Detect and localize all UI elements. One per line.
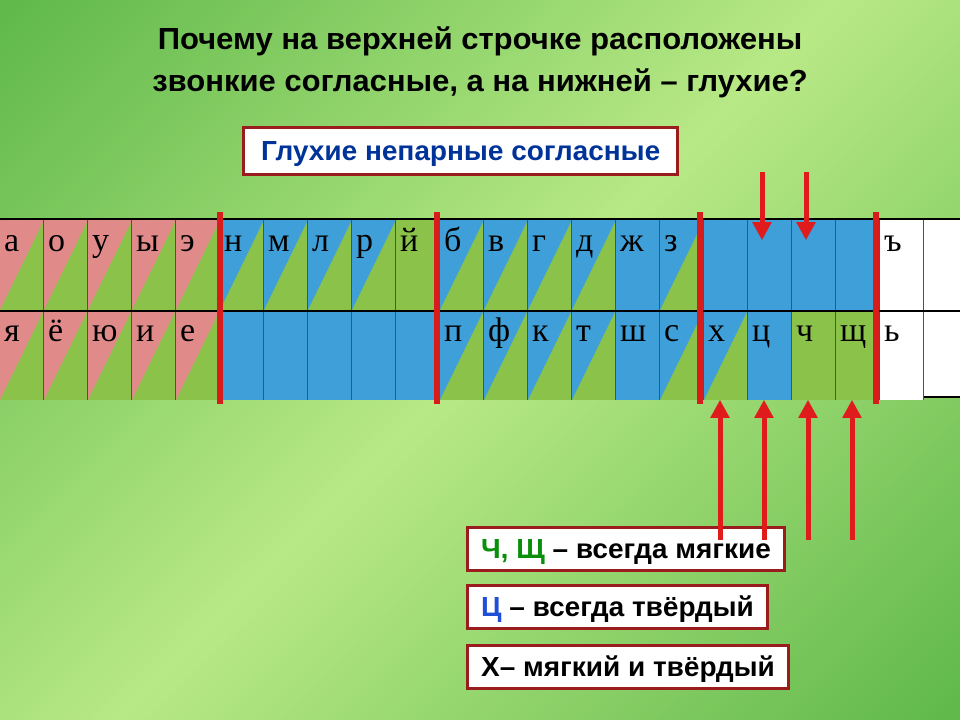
title-line-1: Почему на верхней строчке расположены: [158, 21, 803, 56]
letter-glyph: й: [400, 222, 418, 260]
letter-cell: э: [176, 220, 220, 310]
letter-glyph: з: [664, 222, 677, 260]
letter-glyph: ж: [620, 222, 644, 260]
legend-rest: – всегда мягкие: [545, 533, 771, 564]
letter-glyph: о: [48, 222, 65, 260]
letter-glyph: ю: [92, 312, 117, 350]
main-title: Почему на верхней строчке расположены зв…: [0, 0, 960, 102]
legend-prefix: Ч, Щ: [481, 533, 545, 564]
letter-table: аоуыэнмлрйбвгджз ъ яёюие пфктшсхцчщь: [0, 218, 960, 398]
letter-glyph: м: [268, 222, 290, 260]
letter-cell: ц: [748, 310, 792, 400]
letter-cell: ь: [880, 310, 924, 400]
legend-rest: – мягкий и твёрдый: [500, 651, 775, 682]
legend-both: Х– мягкий и твёрдый: [466, 644, 790, 690]
letter-glyph: а: [4, 222, 19, 260]
letter-glyph: ё: [48, 312, 63, 350]
arrow-up-icon: [710, 400, 730, 540]
letter-cell: х: [704, 310, 748, 400]
group-divider: [217, 212, 223, 404]
letter-cell: ы: [132, 220, 176, 310]
letter-cell: я: [0, 310, 44, 400]
letter-cell: л: [308, 220, 352, 310]
letter-glyph: ь: [884, 312, 900, 350]
letter-cell: ё: [44, 310, 88, 400]
letter-cell: е: [176, 310, 220, 400]
letter-glyph: у: [92, 222, 109, 260]
letter-cell: б: [440, 220, 484, 310]
letter-glyph: д: [576, 222, 593, 260]
letter-cell: о: [44, 220, 88, 310]
subtitle-text: Глухие непарные согласные: [261, 135, 660, 166]
group-divider: [434, 212, 440, 404]
letter-glyph: ш: [620, 312, 646, 350]
legend-prefix: Х: [481, 651, 500, 682]
letter-cell: ф: [484, 310, 528, 400]
arrow-up-icon: [798, 400, 818, 540]
letter-cell: ъ: [880, 220, 924, 310]
arrow-up-icon: [754, 400, 774, 540]
letter-cell: ш: [616, 310, 660, 400]
letter-glyph: х: [708, 312, 725, 350]
letter-glyph: б: [444, 222, 461, 260]
letter-cell: р: [352, 220, 396, 310]
letter-cell: г: [528, 220, 572, 310]
group-divider: [873, 212, 879, 404]
legend-soft: Ч, Щ – всегда мягкие: [466, 526, 786, 572]
letter-cell: в: [484, 220, 528, 310]
letter-glyph: п: [444, 312, 462, 350]
legend-prefix: Ц: [481, 591, 501, 622]
letter-cell: ж: [616, 220, 660, 310]
letter-glyph: е: [180, 312, 195, 350]
letter-cell: [264, 310, 308, 400]
letter-cell: п: [440, 310, 484, 400]
table-row-bottom: яёюие пфктшсхцчщь: [0, 310, 960, 400]
letter-cell: т: [572, 310, 616, 400]
legend-hard: Ц – всегда твёрдый: [466, 584, 769, 630]
title-line-2: звонкие согласные, а на нижней – глухие?: [152, 63, 808, 98]
letter-glyph: т: [576, 312, 591, 350]
letter-glyph: с: [664, 312, 679, 350]
letter-cell: а: [0, 220, 44, 310]
arrow-up-icon: [842, 400, 862, 540]
letter-glyph: в: [488, 222, 504, 260]
letter-glyph: щ: [840, 312, 866, 350]
letter-cell: м: [264, 220, 308, 310]
letter-glyph: ф: [488, 312, 510, 350]
letter-glyph: н: [224, 222, 242, 260]
table-row-top: аоуыэнмлрйбвгджз ъ: [0, 220, 960, 310]
letter-glyph: к: [532, 312, 549, 350]
letter-glyph: ц: [752, 312, 770, 350]
letter-glyph: р: [356, 222, 373, 260]
letter-glyph: г: [532, 222, 546, 260]
letter-cell: [308, 310, 352, 400]
letter-glyph: ы: [136, 222, 159, 260]
letter-glyph: я: [4, 312, 20, 350]
letter-cell: [220, 310, 264, 400]
letter-glyph: э: [180, 222, 195, 260]
letter-cell: д: [572, 220, 616, 310]
letter-cell: [704, 220, 748, 310]
group-divider: [697, 212, 703, 404]
letter-glyph: ъ: [884, 222, 902, 260]
arrow-down-icon: [796, 172, 816, 240]
letter-cell: у: [88, 220, 132, 310]
letter-glyph: и: [136, 312, 154, 350]
subtitle-box: Глухие непарные согласные: [242, 126, 679, 176]
legend-rest: – всегда твёрдый: [501, 591, 753, 622]
letter-cell: н: [220, 220, 264, 310]
arrow-down-icon: [752, 172, 772, 240]
letter-cell: ю: [88, 310, 132, 400]
letter-cell: к: [528, 310, 572, 400]
letter-glyph: л: [312, 222, 329, 260]
letter-glyph: ч: [796, 312, 813, 350]
table-mid-line: [0, 310, 960, 312]
letter-cell: [352, 310, 396, 400]
letter-cell: ч: [792, 310, 836, 400]
letter-cell: и: [132, 310, 176, 400]
